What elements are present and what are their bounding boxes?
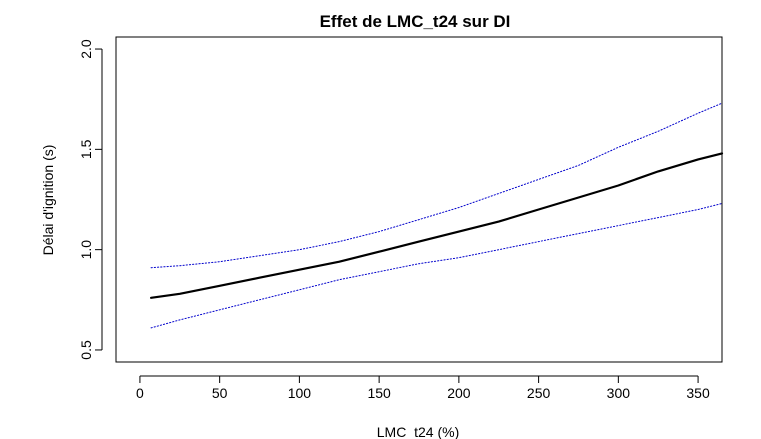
y-tick-label: 1.5 bbox=[78, 139, 94, 159]
y-tick-label: 2.0 bbox=[78, 39, 94, 59]
x-tick-label: 200 bbox=[447, 385, 471, 401]
x-tick-label: 300 bbox=[607, 385, 631, 401]
y-tick-label: 1.0 bbox=[78, 240, 94, 260]
x-axis-label: LMC_t24 (%) bbox=[377, 424, 459, 439]
series-line-upper-ci bbox=[150, 102, 723, 269]
x-tick-label: 350 bbox=[686, 385, 710, 401]
plot-frame bbox=[115, 36, 723, 363]
x-tick-label: 100 bbox=[288, 385, 312, 401]
x-tick-label: 150 bbox=[367, 385, 391, 401]
chart-title: Effet de LMC_t24 sur DI bbox=[320, 12, 511, 31]
x-tick-label: 0 bbox=[136, 385, 144, 401]
x-tick-label: 50 bbox=[212, 385, 228, 401]
x-axis: 0 50 100 150 200 250 300 350 bbox=[136, 375, 710, 401]
y-axis: 0.5 1.0 1.5 2.0 bbox=[78, 39, 103, 360]
series-line-lower-ci bbox=[150, 203, 723, 329]
y-axis-label: Délai d'ignition (s) bbox=[40, 145, 56, 256]
series-layer bbox=[150, 102, 724, 329]
series-line-estimate bbox=[150, 152, 724, 299]
y-tick-label: 0.5 bbox=[78, 340, 94, 360]
x-tick-label: 250 bbox=[527, 385, 551, 401]
